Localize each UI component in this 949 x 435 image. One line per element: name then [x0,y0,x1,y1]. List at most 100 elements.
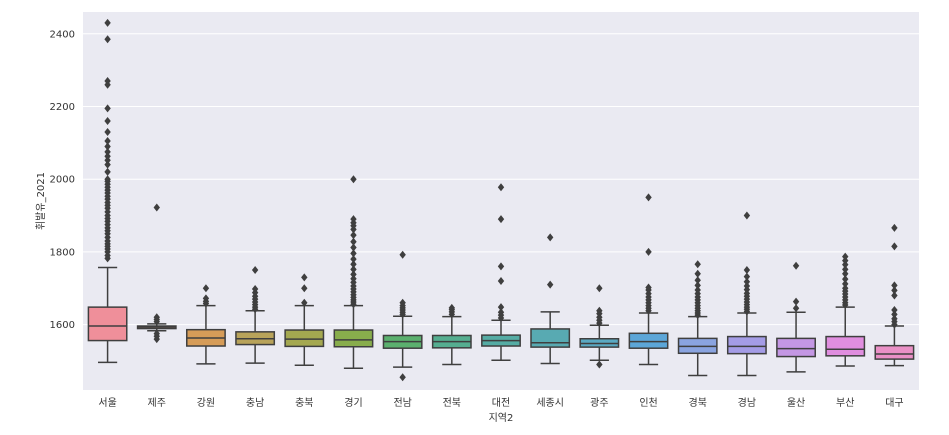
outlier-point [842,252,849,261]
x-tick-label: 경남 [738,396,756,409]
boxes [87,18,915,382]
box-16 [825,252,866,367]
box-14 [726,211,767,377]
outlier-point [104,147,111,156]
outlier-point [842,284,849,293]
outlier-point [842,269,849,278]
outlier-point [399,298,406,307]
outlier-point [399,373,406,382]
box-iqr [628,332,669,349]
x-tick-label: 강원 [197,397,215,409]
x-tick-label: 부산 [836,397,854,409]
outlier-point [792,261,800,270]
outlier-point [891,223,898,232]
outlier-point [251,284,259,293]
x-tick-label: 경기 [344,396,362,409]
box-1 [87,18,128,364]
x-tick-label: 전남 [393,397,411,409]
outlier-point [645,283,652,292]
x-tick-label: 전북 [443,397,461,409]
box-iqr [530,328,571,348]
outlier-point [350,237,357,246]
outlier-point [202,294,210,303]
outlier-point [497,183,505,192]
outlier-point [301,273,308,282]
outlier-point [104,142,111,151]
outlier-point [399,250,406,259]
outlier-point [596,360,603,369]
outlier-point [546,280,554,289]
box-8 [431,303,472,366]
outlier-point [891,281,898,290]
outlier-point [891,314,898,323]
outlier-point [350,231,357,240]
outlier-point [842,279,849,288]
outlier-point [694,276,701,285]
y-tick-label: 1800 [50,247,75,258]
x-tick-label: 서울 [98,397,116,409]
x-tick-label: 충남 [246,397,264,409]
box-4 [235,266,276,364]
outlier-point [104,117,111,126]
x-axis-ticks: 서울 제주 강원 충남 충북 경기 전남 전북 대전 세종시 광주 인천 경북 경남 울산 부산 대구 [98,396,903,409]
outlier-point [350,274,357,283]
outlier-point [104,167,111,176]
outlier-point [497,276,505,285]
outlier-point [350,265,357,274]
box-6 [333,175,374,369]
outlier-point [546,233,554,242]
outlier-point [104,18,111,27]
x-tick-label: 울산 [787,397,805,409]
outlier-point [350,175,357,184]
outlier-point [891,291,898,300]
x-tick-label: 광주 [590,397,608,409]
outlier-point [350,249,357,258]
outlier-point [448,303,456,312]
outlier-point [645,193,652,202]
outlier-point [104,152,111,161]
box-2 [136,203,177,344]
x-tick-label: 대전 [492,397,510,409]
box-iqr [726,335,767,355]
y-tick-label: 2000 [50,175,75,186]
box-9 [481,183,521,361]
box-12 [628,193,669,366]
outlier-point [202,284,210,293]
outlier-point [694,260,701,269]
outlier-point [694,286,701,295]
outlier-point [842,275,849,284]
outlier-point [104,127,111,136]
box-iqr [87,306,128,342]
outlier-point [497,308,505,317]
grid-lines [83,33,919,326]
outlier-point [104,175,111,184]
outlier-point [104,137,111,146]
box-3 [186,284,226,365]
outlier-point [350,270,357,279]
box-11 [579,284,620,369]
box-10 [530,233,571,365]
box-17 [874,223,915,367]
outlier-point [743,277,751,286]
outlier-point [350,260,357,269]
outlier-point [743,211,751,220]
x-tick-label: 제주 [148,397,166,409]
y-tick-label: 2200 [50,102,75,113]
box-iqr [776,337,816,358]
x-axis-label: 지역2 [489,412,514,424]
outlier-point [153,313,160,322]
x-tick-label: 세종시 [536,397,564,409]
outlier-point [596,306,603,315]
outlier-point [743,282,751,291]
outlier-point [497,215,505,224]
outlier-point [104,77,111,86]
outlier-point [596,284,603,293]
outlier-point [792,297,800,306]
outlier-point [153,203,160,212]
box-iqr [284,329,325,348]
outlier-point [842,265,849,274]
x-tick-label: 경북 [689,396,707,409]
outlier-point [743,266,751,275]
outlier-point [891,242,898,251]
